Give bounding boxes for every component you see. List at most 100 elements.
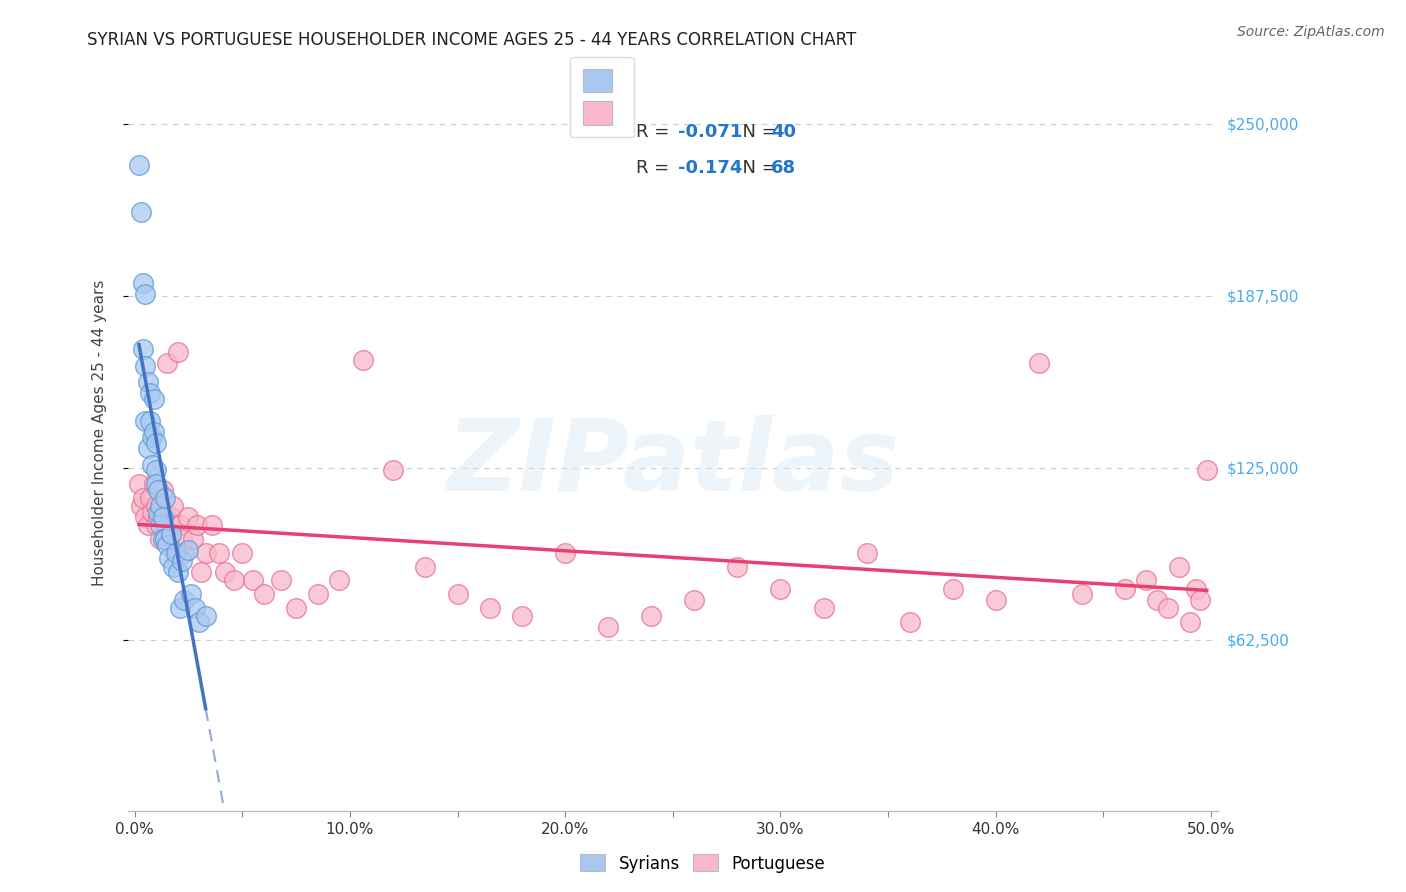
- Point: [510, 609, 533, 624]
- Point: [129, 499, 152, 513]
- Point: [160, 526, 183, 541]
- Point: [177, 510, 200, 524]
- Point: [207, 546, 229, 560]
- Point: [1167, 559, 1189, 574]
- Point: [769, 582, 792, 596]
- Point: [242, 574, 264, 588]
- Point: [413, 559, 436, 574]
- Y-axis label: Householder Income Ages 25 - 44 years: Householder Income Ages 25 - 44 years: [93, 280, 107, 586]
- Point: [253, 587, 276, 601]
- Point: [190, 565, 212, 579]
- Point: [598, 620, 620, 634]
- Point: [128, 477, 150, 491]
- Point: [157, 551, 180, 566]
- Point: [153, 532, 176, 546]
- Point: [1178, 615, 1201, 629]
- Text: R =: R =: [636, 123, 675, 141]
- Point: [942, 582, 965, 596]
- Point: [132, 491, 155, 505]
- Point: [128, 158, 150, 172]
- Point: [169, 601, 191, 615]
- Point: [270, 574, 292, 588]
- Point: [141, 505, 163, 519]
- Point: [153, 505, 176, 519]
- Point: [160, 510, 183, 524]
- Point: [188, 615, 211, 629]
- Point: [1028, 356, 1050, 370]
- Point: [307, 587, 329, 601]
- Point: [134, 359, 156, 373]
- Point: [152, 510, 174, 524]
- Point: [352, 353, 374, 368]
- Point: [165, 546, 187, 560]
- Point: [177, 543, 200, 558]
- Point: [145, 477, 167, 491]
- Point: [152, 532, 174, 546]
- Text: -0.174: -0.174: [678, 159, 742, 178]
- Point: [148, 510, 170, 524]
- Point: [173, 546, 195, 560]
- Point: [136, 518, 159, 533]
- Point: [1189, 592, 1212, 607]
- Point: [149, 499, 172, 513]
- Point: [1146, 592, 1168, 607]
- Point: [640, 609, 662, 624]
- Point: [813, 601, 835, 615]
- Point: [214, 565, 236, 579]
- Point: [136, 442, 159, 456]
- Point: [984, 592, 1007, 607]
- Point: [156, 518, 179, 533]
- Point: [148, 483, 170, 497]
- Point: [156, 538, 179, 552]
- Point: [181, 532, 204, 546]
- Point: [170, 554, 193, 568]
- Text: Source: ZipAtlas.com: Source: ZipAtlas.com: [1237, 25, 1385, 39]
- Point: [1070, 587, 1092, 601]
- Text: ZIPatlas: ZIPatlas: [446, 415, 900, 512]
- Point: [138, 414, 160, 428]
- Point: [138, 491, 160, 505]
- Point: [132, 343, 155, 357]
- Point: [186, 518, 208, 533]
- Point: [156, 356, 179, 370]
- Point: [134, 287, 156, 301]
- Point: [169, 518, 191, 533]
- Point: [222, 574, 245, 588]
- Point: [143, 392, 166, 406]
- Point: [148, 505, 170, 519]
- Point: [554, 546, 576, 560]
- Point: [855, 546, 877, 560]
- Point: [231, 546, 253, 560]
- Legend: Syrians, Portuguese: Syrians, Portuguese: [574, 847, 832, 880]
- Point: [145, 518, 167, 533]
- Point: [141, 458, 163, 472]
- Point: [145, 436, 167, 450]
- Point: [170, 532, 193, 546]
- Point: [157, 532, 180, 546]
- Text: 40: 40: [770, 123, 796, 141]
- Point: [194, 609, 217, 624]
- Point: [1185, 582, 1208, 596]
- Point: [683, 592, 706, 607]
- Point: [143, 425, 166, 439]
- Point: [1114, 582, 1136, 596]
- Point: [1157, 601, 1180, 615]
- Point: [184, 601, 207, 615]
- Point: [152, 483, 174, 497]
- Text: 68: 68: [770, 159, 796, 178]
- Point: [898, 615, 921, 629]
- Point: [129, 205, 152, 219]
- Text: SYRIAN VS PORTUGUESE HOUSEHOLDER INCOME AGES 25 - 44 YEARS CORRELATION CHART: SYRIAN VS PORTUGUESE HOUSEHOLDER INCOME …: [87, 31, 856, 49]
- Point: [138, 386, 160, 401]
- Point: [162, 559, 184, 574]
- Point: [381, 463, 404, 477]
- Point: [149, 518, 172, 533]
- Point: [162, 499, 184, 513]
- Point: [165, 546, 187, 560]
- Point: [149, 532, 172, 546]
- Point: [180, 587, 202, 601]
- Point: [201, 518, 224, 533]
- Point: [478, 601, 501, 615]
- Point: [153, 491, 176, 505]
- Text: N =: N =: [731, 159, 783, 178]
